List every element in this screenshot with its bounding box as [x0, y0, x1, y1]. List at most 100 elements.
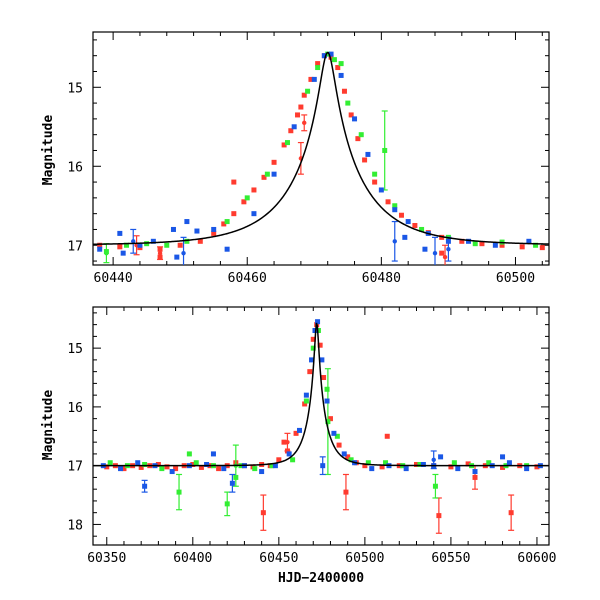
data-point — [120, 250, 126, 256]
data-point — [438, 454, 444, 460]
data-point — [466, 238, 472, 244]
data-point — [432, 483, 438, 489]
top-panel: 60440 60460 60480 60500 15 16 17 Magnitude — [41, 31, 550, 286]
data-point — [422, 246, 428, 252]
data-point — [338, 72, 344, 78]
data-point — [317, 342, 323, 348]
data-point — [138, 464, 144, 470]
data-point — [372, 179, 378, 185]
data-point — [259, 469, 265, 475]
data-point — [302, 401, 308, 407]
data-point — [231, 211, 237, 217]
y-tick-label: 16 — [67, 160, 83, 175]
data-point — [97, 242, 103, 248]
data-point — [362, 463, 368, 469]
data-point — [281, 439, 287, 445]
data-point — [500, 464, 506, 470]
data-point — [281, 142, 287, 148]
y-tick-label: 18 — [67, 518, 83, 533]
y-tick-label: 15 — [67, 342, 83, 357]
series-2 — [97, 51, 532, 265]
plot-frame — [92, 306, 550, 546]
data-point — [264, 171, 270, 177]
data-point — [331, 57, 337, 63]
y-axis-label: Magnitude — [41, 115, 56, 186]
data-point — [436, 513, 442, 519]
data-point — [193, 460, 199, 466]
data-point — [539, 245, 545, 251]
series-1 — [103, 51, 539, 264]
data-point — [135, 460, 141, 466]
data-point — [97, 246, 103, 252]
data-point — [150, 238, 156, 244]
data-point — [117, 244, 123, 250]
data-point — [260, 510, 266, 516]
data-point — [534, 464, 540, 470]
data-point — [417, 461, 423, 467]
data-point — [197, 238, 203, 244]
data-point — [293, 430, 299, 436]
data-point — [385, 199, 391, 205]
data-point — [355, 136, 361, 142]
data-point — [107, 460, 113, 466]
data-point — [324, 386, 330, 392]
data-point — [296, 427, 302, 433]
data-point — [210, 451, 216, 457]
data-point — [272, 463, 278, 469]
data-point — [402, 234, 408, 240]
data-point — [184, 238, 190, 244]
data-point — [508, 510, 514, 516]
data-point — [204, 461, 210, 467]
data-point — [118, 466, 124, 472]
data-point — [261, 174, 267, 180]
y-tick-label: 16 — [67, 401, 83, 416]
data-point — [459, 238, 465, 244]
data-point — [345, 100, 351, 106]
data-point — [174, 254, 180, 260]
data-point — [341, 88, 347, 94]
data-point — [170, 226, 176, 232]
data-point — [442, 254, 448, 260]
data-point — [284, 448, 290, 454]
data-point — [325, 51, 331, 57]
data-point — [142, 461, 148, 467]
data-point — [343, 489, 349, 495]
data-point — [231, 179, 237, 185]
data-point — [384, 433, 390, 439]
data-point — [524, 466, 530, 472]
data-point — [372, 171, 378, 177]
data-point — [164, 464, 170, 470]
data-point — [288, 128, 294, 134]
x-tick-label: 60500 — [345, 551, 384, 566]
data-point — [104, 464, 110, 470]
x-tick-label: 60460 — [228, 271, 267, 286]
data-point — [211, 226, 217, 232]
series-0 — [104, 322, 540, 534]
data-point — [321, 53, 327, 59]
data-point — [500, 454, 506, 460]
data-point — [362, 157, 368, 163]
data-point — [365, 151, 371, 157]
data-point — [519, 244, 525, 250]
data-point — [221, 221, 227, 227]
data-point — [142, 483, 148, 489]
data-point — [211, 230, 217, 236]
data-point — [173, 466, 179, 472]
data-point — [486, 460, 492, 466]
data-point — [465, 461, 471, 467]
data-point — [352, 116, 358, 122]
data-point — [308, 76, 314, 82]
data-point — [305, 88, 311, 94]
data-point — [338, 61, 344, 67]
data-point — [336, 442, 342, 448]
data-point — [392, 239, 397, 244]
data-point — [290, 457, 296, 463]
data-point — [229, 480, 235, 486]
data-point — [303, 392, 309, 398]
x-tick-label: 60600 — [517, 551, 556, 566]
data-point — [358, 132, 364, 138]
data-point — [479, 241, 485, 247]
data-point — [224, 219, 230, 225]
data-point — [157, 246, 163, 252]
